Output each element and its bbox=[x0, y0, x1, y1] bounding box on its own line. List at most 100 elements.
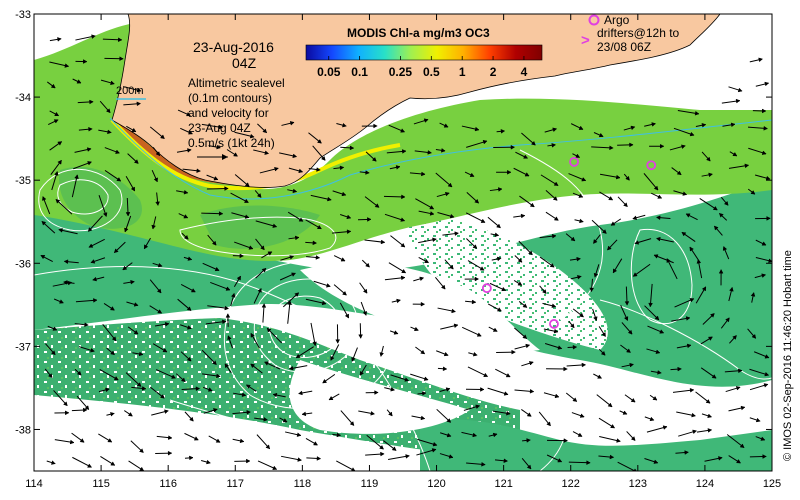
velocity-arrowhead bbox=[379, 352, 385, 357]
velocity-arrowhead bbox=[261, 267, 267, 273]
velocity-arrowhead bbox=[391, 446, 397, 451]
velocity-arrowhead bbox=[405, 454, 410, 459]
colorbar-bar bbox=[305, 44, 543, 61]
velocity-arrowhead bbox=[264, 150, 270, 155]
velocity-arrowhead bbox=[379, 444, 384, 450]
velocity-arrowhead bbox=[440, 284, 446, 290]
velocity-arrowhead bbox=[630, 125, 636, 131]
velocity-arrowhead bbox=[246, 410, 251, 415]
velocity-arrowhead bbox=[322, 378, 328, 384]
velocity-arrowhead bbox=[212, 360, 217, 365]
velocity-arrowhead bbox=[396, 298, 401, 304]
velocity-arrowhead bbox=[729, 286, 734, 292]
velocity-arrowhead bbox=[218, 211, 224, 216]
velocity-arrowhead bbox=[616, 438, 621, 443]
velocity-arrowhead bbox=[79, 438, 85, 443]
velocity-arrowhead bbox=[133, 329, 139, 335]
colorbar-tick-label: 0.1 bbox=[351, 65, 368, 79]
velocity-arrowhead bbox=[130, 186, 135, 192]
velocity-arrowhead bbox=[423, 118, 429, 123]
velocity-arrowhead bbox=[84, 322, 89, 327]
velocity-arrowhead bbox=[291, 272, 296, 277]
velocity-arrowhead bbox=[432, 441, 438, 447]
velocity-arrowhead bbox=[681, 232, 687, 237]
velocity-arrowhead bbox=[649, 416, 655, 422]
velocity-arrowhead bbox=[449, 264, 454, 270]
velocity-arrowhead bbox=[250, 363, 256, 369]
velocity-arrowhead bbox=[186, 111, 191, 117]
velocity-arrowhead bbox=[632, 272, 638, 277]
velocity-arrowhead bbox=[421, 391, 427, 396]
velocity-arrowhead bbox=[624, 301, 630, 306]
isobath-200m bbox=[109, 117, 772, 200]
velocity-arrowhead bbox=[159, 394, 165, 399]
velocity-arrowhead bbox=[579, 312, 584, 318]
velocity-arrowhead bbox=[586, 460, 591, 465]
velocity-arrowhead bbox=[622, 410, 628, 415]
velocity-arrowhead bbox=[53, 171, 59, 176]
velocity-arrowhead bbox=[469, 172, 475, 177]
velocity-arrowhead bbox=[762, 454, 767, 459]
velocity-arrowhead bbox=[90, 347, 95, 353]
y-tick-label: -38 bbox=[15, 424, 31, 436]
velocity-arrowhead bbox=[342, 122, 347, 128]
velocity-arrowhead bbox=[222, 319, 227, 325]
velocity-arrowhead bbox=[183, 234, 189, 240]
velocity-arrowhead bbox=[133, 302, 139, 307]
velocity-arrowhead bbox=[517, 257, 523, 263]
velocity-arrowhead bbox=[374, 390, 379, 395]
velocity-arrowhead bbox=[50, 460, 56, 465]
velocity-arrowhead bbox=[623, 316, 629, 321]
velocity-arrowhead bbox=[153, 177, 158, 183]
velocity-arrowhead bbox=[207, 387, 213, 392]
velocity-arrowhead bbox=[500, 128, 506, 134]
velocity-arrowhead bbox=[593, 239, 598, 244]
velocity-scale-arrowhead bbox=[222, 154, 228, 160]
velocity-arrowhead bbox=[138, 351, 144, 357]
contour-line bbox=[519, 149, 604, 321]
velocity-arrowhead bbox=[630, 436, 636, 441]
velocity-arrowhead bbox=[224, 186, 229, 191]
velocity-arrowhead bbox=[607, 402, 613, 408]
velocity-arrowhead bbox=[761, 273, 767, 278]
velocity-arrowhead bbox=[718, 456, 723, 461]
velocity-arrowhead bbox=[267, 251, 273, 256]
velocity-arrowhead bbox=[609, 454, 615, 460]
velocity-arrowhead bbox=[105, 108, 111, 114]
velocity-arrowhead bbox=[315, 255, 321, 260]
contour-line bbox=[223, 259, 392, 410]
velocity-arrowhead bbox=[528, 361, 534, 366]
velocity-arrowhead bbox=[65, 410, 70, 416]
velocity-arrowhead bbox=[492, 432, 498, 438]
colorbar-tick-label: 4 bbox=[521, 65, 528, 79]
velocity-arrowhead bbox=[272, 392, 278, 398]
velocity-arrowhead bbox=[298, 390, 303, 396]
velocity-arrowhead bbox=[627, 329, 633, 335]
velocity-arrowhead bbox=[316, 456, 322, 461]
velocity-arrowhead bbox=[358, 334, 363, 339]
velocity-arrowhead bbox=[215, 438, 221, 443]
velocity-arrowhead bbox=[737, 87, 743, 93]
velocity-arrowhead bbox=[292, 153, 298, 159]
velocity-arrowhead bbox=[569, 323, 575, 329]
velocity-arrowhead bbox=[420, 349, 426, 355]
velocity-arrowhead bbox=[294, 235, 300, 241]
contour-line bbox=[34, 266, 431, 471]
velocity-arrowhead bbox=[244, 198, 249, 203]
velocity-arrowhead bbox=[156, 288, 162, 294]
velocity-arrowhead bbox=[653, 254, 659, 259]
velocity-arrowhead bbox=[472, 244, 478, 249]
velocity-arrowhead bbox=[572, 397, 578, 402]
velocity-arrowhead bbox=[339, 165, 345, 171]
velocity-arrowhead bbox=[42, 196, 47, 201]
velocity-arrowhead bbox=[40, 255, 46, 260]
velocity-arrowhead bbox=[652, 395, 658, 401]
velocity-arrowhead bbox=[553, 216, 559, 221]
velocity-arrowhead bbox=[657, 370, 662, 375]
velocity-arrowhead bbox=[677, 366, 682, 372]
velocity-arrowhead bbox=[696, 259, 702, 264]
velocity-arrowhead bbox=[155, 201, 160, 206]
velocity-arrowhead bbox=[589, 287, 595, 293]
velocity-arrowhead bbox=[216, 373, 221, 379]
velocity-arrowhead bbox=[701, 286, 707, 292]
